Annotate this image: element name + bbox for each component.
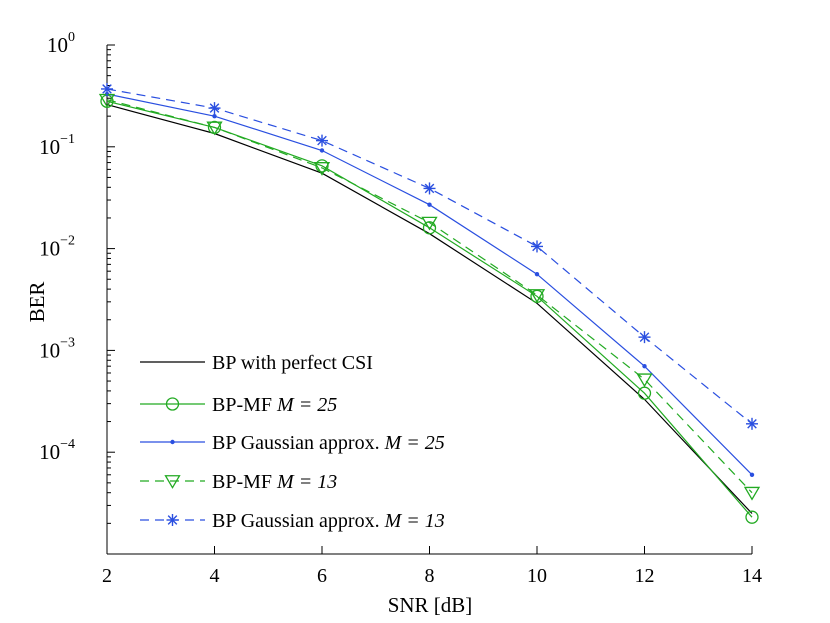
- legend-marker: [164, 475, 181, 489]
- x-tick-label: 8: [425, 565, 435, 587]
- data-point: [422, 221, 437, 235]
- legend-marker: [165, 397, 180, 411]
- legend-marker: [166, 514, 179, 526]
- legend-entry: BP with perfect CSI: [140, 352, 373, 374]
- x-tick-label: 12: [635, 565, 655, 587]
- series-5: [101, 82, 758, 430]
- data-point: [746, 417, 758, 430]
- data-point: [528, 289, 546, 303]
- x-tick-label: 4: [210, 565, 220, 587]
- y-axis-label: BER: [25, 282, 49, 323]
- series-line: [106, 100, 753, 518]
- series-line: [106, 93, 753, 476]
- x-tick-label: 14: [742, 565, 762, 587]
- y-tick-label: 10−3: [39, 335, 75, 362]
- data-point: [743, 486, 761, 501]
- x-tick-label: 10: [527, 565, 547, 587]
- data-point: [212, 113, 217, 119]
- legend-marker: [170, 439, 175, 445]
- legend-entry: BP Gaussian approx. M = 13: [140, 510, 445, 532]
- series-line: [106, 99, 753, 494]
- legend-label: BP Gaussian approx. M = 25: [212, 432, 445, 454]
- series-4: [98, 93, 761, 501]
- y-tick-label: 10−2: [39, 234, 75, 261]
- legend-entry: BP-MF M = 25: [140, 394, 337, 416]
- y-tick-label: 100: [47, 30, 75, 57]
- x-tick-label: 6: [317, 565, 327, 587]
- x-tick-label: 2: [102, 565, 112, 587]
- series-line: [106, 88, 753, 425]
- y-tick-label: 10−1: [39, 132, 75, 159]
- data-point: [206, 121, 223, 136]
- data-point: [427, 202, 432, 207]
- data-point: [316, 134, 328, 147]
- data-point: [531, 240, 543, 253]
- data-point: [423, 182, 436, 195]
- data-point: [745, 510, 759, 524]
- data-point: [421, 216, 438, 231]
- data-point: [534, 272, 540, 277]
- data-point: [749, 472, 755, 477]
- series-3: [104, 91, 755, 477]
- data-point: [315, 159, 329, 173]
- x-axis-label: SNR [dB]: [388, 593, 473, 617]
- data-point: [638, 331, 651, 344]
- series-2: [100, 94, 759, 524]
- legend-label: BP-MF M = 25: [212, 394, 337, 416]
- legend-label: BP with perfect CSI: [212, 352, 373, 374]
- data-point: [636, 373, 653, 388]
- legend-label: BP Gaussian approx. M = 13: [212, 510, 445, 532]
- data-point: [208, 102, 221, 115]
- legend-entry: BP-MF M = 13: [140, 471, 337, 493]
- data-point: [313, 162, 331, 176]
- data-point: [642, 363, 647, 369]
- data-point: [319, 148, 325, 153]
- legend-label: BP-MF M = 13: [212, 471, 337, 493]
- y-tick-label: 10−4: [39, 437, 75, 464]
- data-point: [101, 82, 113, 95]
- legend-entry: BP Gaussian approx. M = 25: [140, 432, 445, 454]
